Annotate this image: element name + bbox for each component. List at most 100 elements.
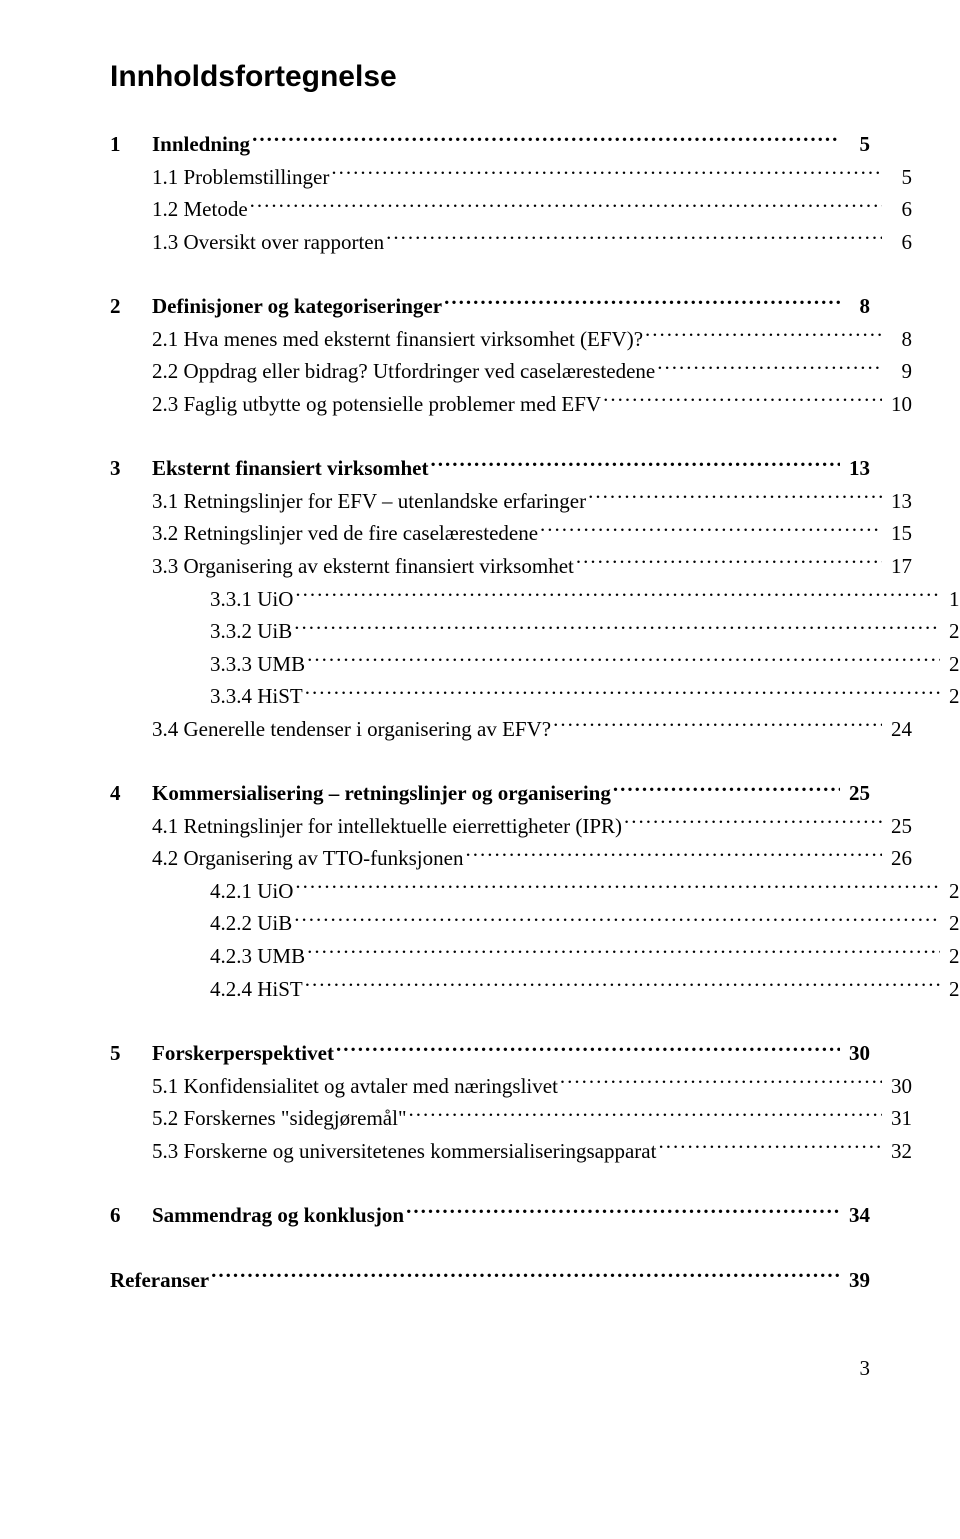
toc-label: Eksternt finansiert virksomhet xyxy=(152,452,429,485)
toc-number: 4.2.2 xyxy=(210,907,257,940)
toc-entry: 4Kommersialisering – retningslinjer og o… xyxy=(110,777,870,810)
toc-leader xyxy=(603,390,882,411)
toc-label: Definisjoner og kategoriseringer xyxy=(152,290,442,323)
toc-leader xyxy=(307,942,940,963)
toc-label: Organisering av eksternt finansiert virk… xyxy=(184,550,574,583)
toc-entry: 4.1 Retningslinjer for intellektuelle ei… xyxy=(110,810,912,843)
toc-leader xyxy=(553,715,882,736)
toc-page: 26 xyxy=(942,875,960,908)
toc-number: 5.1 xyxy=(152,1070,184,1103)
toc-number: 5.2 xyxy=(152,1102,184,1135)
toc-entry: 1.2 Metode6 xyxy=(110,193,912,226)
toc-number: 4.2.3 xyxy=(210,940,257,973)
toc-label: Retningslinjer ved de fire caselærestede… xyxy=(184,517,539,550)
toc-entry: 3.4 Generelle tendenser i organisering a… xyxy=(110,713,912,746)
toc-label: Retningslinjer for intellektuelle eierre… xyxy=(184,810,623,843)
toc-leader xyxy=(307,650,940,671)
toc-page: 26 xyxy=(884,842,912,875)
toc-entry: 4.2.2 UiB27 xyxy=(110,907,960,940)
toc-leader xyxy=(624,812,882,833)
toc-leader xyxy=(295,585,940,606)
toc-entry: 3.3.2 UiB20 xyxy=(110,615,960,648)
toc-label: UiO xyxy=(257,875,293,908)
toc-entry: 5.3 Forskerne og universitetenes kommers… xyxy=(110,1135,912,1168)
toc-page: 27 xyxy=(942,907,960,940)
toc-entry: 3.3.4 HiST 23 xyxy=(110,680,960,713)
toc-entry: 3.1 Retningslinjer for EFV – utenlandske… xyxy=(110,485,912,518)
toc-page: 8 xyxy=(842,290,870,323)
toc-leader xyxy=(431,454,841,475)
toc-entry: 5.1 Konfidensialitet og avtaler med næri… xyxy=(110,1070,912,1103)
toc-page: 32 xyxy=(884,1135,912,1168)
toc-leader xyxy=(658,1137,882,1158)
toc-entry: 1Innledning5 xyxy=(110,128,870,161)
toc-page: 10 xyxy=(884,388,912,421)
toc-number: 1.1 xyxy=(152,161,184,194)
toc-page: 13 xyxy=(884,485,912,518)
toc-entry: 4.2.1 UiO 26 xyxy=(110,875,960,908)
toc-number: 1 xyxy=(110,128,152,161)
toc-leader xyxy=(409,1104,882,1125)
toc-label: Forskernes "sidegjøremål" xyxy=(184,1102,407,1135)
toc-leader xyxy=(657,357,882,378)
toc-label: Hva menes med eksternt finansiert virkso… xyxy=(184,323,644,356)
toc-page: 6 xyxy=(884,226,912,259)
toc-page: 24 xyxy=(884,713,912,746)
toc-entry: 2.1 Hva menes med eksternt finansiert vi… xyxy=(110,323,912,356)
toc-page: 28 xyxy=(942,973,960,1006)
toc-label: Referanser xyxy=(110,1264,209,1297)
toc-number: 4.2.1 xyxy=(210,875,257,908)
toc-entry: 5.2 Forskernes "sidegjøremål"31 xyxy=(110,1102,912,1135)
toc-label: Problemstillinger xyxy=(184,161,330,194)
toc-number: 5 xyxy=(110,1037,152,1070)
toc-leader xyxy=(540,519,882,540)
toc-leader xyxy=(406,1201,840,1222)
toc-page: 6 xyxy=(884,193,912,226)
toc-entry: 3.3 Organisering av eksternt finansiert … xyxy=(110,550,912,583)
toc-number: 3.3 xyxy=(152,550,184,583)
toc-number: 3.2 xyxy=(152,517,184,550)
toc-leader xyxy=(331,163,882,184)
toc-label: Oversikt over rapporten xyxy=(184,226,385,259)
toc-page: 25 xyxy=(842,777,870,810)
toc-entry: 2Definisjoner og kategoriseringer8 xyxy=(110,290,870,323)
toc-label: Faglig utbytte og potensielle problemer … xyxy=(184,388,602,421)
toc-leader xyxy=(576,552,882,573)
toc-number: 3 xyxy=(110,452,152,485)
toc-label: HiST xyxy=(257,680,303,713)
toc-entry: 3.3.1 UiO19 xyxy=(110,583,960,616)
toc-entry: 6Sammendrag og konklusjon34 xyxy=(110,1199,870,1232)
toc-label: Generelle tendenser i organisering av EF… xyxy=(184,713,552,746)
toc-number: 3.3.4 xyxy=(210,680,257,713)
toc-page: 25 xyxy=(884,810,912,843)
toc-label: Metode xyxy=(184,193,248,226)
toc-number: 2.1 xyxy=(152,323,184,356)
toc-number: 1.3 xyxy=(152,226,184,259)
toc-number: 4.2.4 xyxy=(210,973,257,1006)
toc-label: Oppdrag eller bidrag? Utfordringer ved c… xyxy=(184,355,656,388)
toc-entry: 3.3.3 UMB22 xyxy=(110,648,960,681)
toc-number: 4 xyxy=(110,777,152,810)
toc-page: 15 xyxy=(884,517,912,550)
toc-entry: 2.2 Oppdrag eller bidrag? Utfordringer v… xyxy=(110,355,912,388)
toc-label: Kommersialisering – retningslinjer og or… xyxy=(152,777,611,810)
toc-label: Forskerne og universitetenes kommersiali… xyxy=(184,1135,657,1168)
toc-page: 23 xyxy=(942,680,960,713)
toc-number: 3.3.1 xyxy=(210,583,257,616)
toc-leader xyxy=(560,1072,882,1093)
toc-leader xyxy=(386,228,882,249)
toc-page: 9 xyxy=(884,355,912,388)
toc-page: 19 xyxy=(942,583,960,616)
toc-page: 17 xyxy=(884,550,912,583)
toc-entry: 3Eksternt finansiert virksomhet13 xyxy=(110,452,870,485)
toc-number: 2.3 xyxy=(152,388,184,421)
toc-leader xyxy=(211,1266,840,1287)
toc-label: Retningslinjer for EFV – utenlandske erf… xyxy=(184,485,587,518)
toc-label: UMB xyxy=(257,648,305,681)
toc-leader xyxy=(444,292,840,313)
toc-page: 30 xyxy=(884,1070,912,1103)
toc-number: 5.3 xyxy=(152,1135,184,1168)
toc-page: 34 xyxy=(842,1199,870,1232)
toc-leader xyxy=(613,779,840,800)
page-number: 3 xyxy=(110,1356,870,1381)
